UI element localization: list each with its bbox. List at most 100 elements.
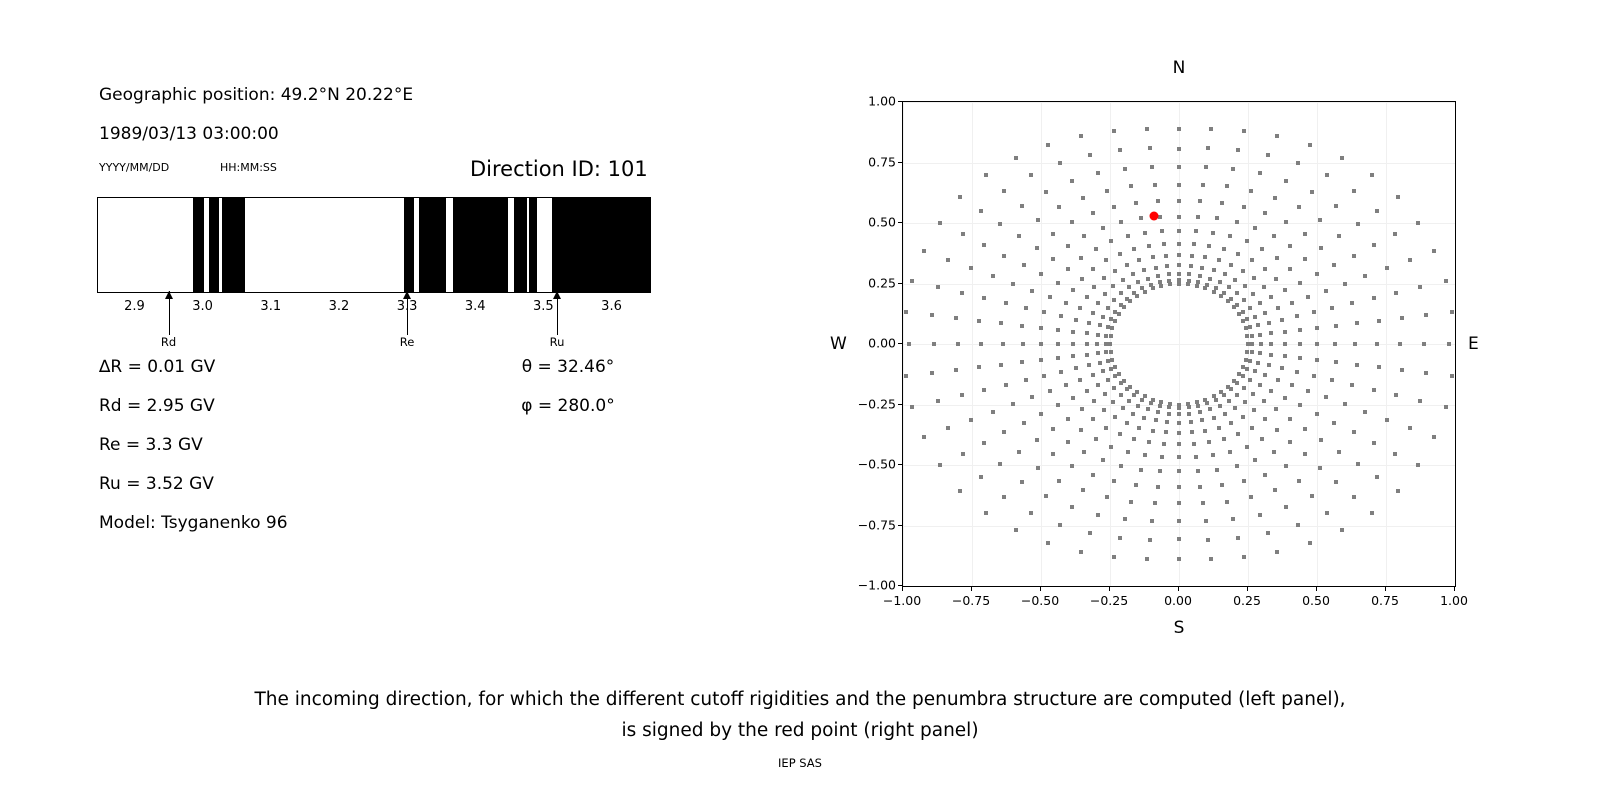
direction-dot xyxy=(1069,178,1074,183)
direction-dot xyxy=(1109,366,1114,371)
direction-dot xyxy=(1275,133,1280,138)
direction-dot xyxy=(1207,440,1212,445)
rigidity-marker-label: Rd xyxy=(160,335,177,349)
direction-dot xyxy=(1319,437,1324,442)
direction-dot xyxy=(1150,518,1155,523)
direction-dot xyxy=(1065,439,1070,444)
direction-dot xyxy=(1273,488,1278,493)
direction-dot xyxy=(959,290,964,295)
direction-dot xyxy=(1450,310,1455,315)
direction-dot xyxy=(1233,277,1238,282)
direction-dot xyxy=(1104,350,1109,355)
direction-dot xyxy=(1302,257,1307,262)
direction-dot xyxy=(1167,278,1172,283)
y-axis-tick-label: 0.75 xyxy=(868,154,896,169)
direction-dot xyxy=(1282,354,1287,359)
direction-dot xyxy=(1117,148,1122,153)
parameter-value: Model: Tsyganenko 96 xyxy=(99,513,288,533)
direction-dot xyxy=(1351,253,1356,258)
direction-dot xyxy=(1431,434,1436,439)
direction-dot xyxy=(1136,403,1141,408)
direction-dot xyxy=(1119,291,1124,296)
penumbra-forbidden-band xyxy=(551,198,650,292)
direction-dot xyxy=(903,310,908,315)
direction-dot xyxy=(1209,126,1214,131)
direction-dot xyxy=(1243,357,1248,362)
direction-dot xyxy=(1101,407,1106,412)
gridline-horizontal xyxy=(903,586,1455,587)
direction-dot xyxy=(1213,286,1218,291)
direction-dot xyxy=(1117,311,1122,316)
direction-dot xyxy=(1122,378,1127,383)
gridline-horizontal xyxy=(903,102,1455,103)
direction-dot xyxy=(1314,411,1319,416)
direction-dot xyxy=(1266,320,1271,325)
direction-dot xyxy=(1269,331,1274,336)
y-axis-tick-mark xyxy=(898,585,902,586)
direction-dot xyxy=(1203,518,1208,523)
direction-dot xyxy=(1260,437,1265,442)
direction-dot xyxy=(1376,365,1381,370)
direction-dot xyxy=(1112,385,1117,390)
direction-dot xyxy=(1120,277,1125,282)
direction-dot xyxy=(1090,373,1095,378)
direction-dot xyxy=(1188,263,1193,268)
direction-dot xyxy=(1073,366,1078,371)
direction-dot xyxy=(1211,289,1216,294)
x-axis-tick-label: −1.00 xyxy=(882,593,922,608)
direction-dot xyxy=(1226,398,1231,403)
direction-dot xyxy=(1252,314,1257,319)
direction-dot xyxy=(1113,374,1118,379)
direction-dot xyxy=(1158,403,1163,408)
direction-dot xyxy=(1097,323,1102,328)
direction-dot xyxy=(1056,342,1061,346)
direction-dot xyxy=(1295,369,1300,374)
direction-dot xyxy=(1177,420,1181,425)
direction-dot xyxy=(1177,412,1181,417)
direction-dot xyxy=(1196,469,1201,474)
direction-dot xyxy=(1252,369,1257,374)
direction-dot xyxy=(1087,320,1092,325)
direction-dot xyxy=(1242,399,1247,404)
direction-dot xyxy=(1206,537,1211,542)
direction-dot xyxy=(1240,374,1245,379)
compass-south-label: S xyxy=(1173,618,1185,638)
penumbra-forbidden-band xyxy=(222,198,245,292)
direction-dot xyxy=(1002,495,1007,500)
direction-dot xyxy=(1177,228,1181,233)
direction-dot xyxy=(954,367,959,372)
direction-dot xyxy=(1078,306,1083,311)
direction-dot xyxy=(1124,421,1129,426)
direction-dot xyxy=(1241,204,1246,209)
direction-dot xyxy=(1193,454,1198,459)
direction-dot xyxy=(1101,276,1106,281)
direction-dot xyxy=(935,285,940,290)
direction-dot xyxy=(1150,428,1155,433)
direction-dot xyxy=(1261,398,1266,403)
direction-dot xyxy=(1042,373,1047,378)
direction-dot xyxy=(1146,276,1151,281)
direction-dot xyxy=(1336,449,1341,454)
direction-dot xyxy=(1029,510,1034,515)
direction-dot xyxy=(999,321,1004,326)
direction-dot xyxy=(1220,483,1225,487)
direction-dot xyxy=(1213,397,1218,402)
parameter-value: Ru = 3.52 GV xyxy=(99,474,214,494)
direction-dot xyxy=(1019,479,1024,484)
penumbra-axis: 2.9 3.0 3.1 3.2 3.3 3.4 3.5 3.6 Rd Re Ru xyxy=(97,291,651,349)
direction-dot xyxy=(1133,200,1138,205)
direction-dot xyxy=(1275,550,1280,555)
direction-dot xyxy=(1443,404,1448,409)
direction-dot xyxy=(1066,267,1071,272)
direction-dot xyxy=(1051,426,1056,431)
direction-dot xyxy=(1177,263,1181,268)
direction-dot xyxy=(1112,415,1117,420)
direction-dot xyxy=(1045,541,1050,546)
direction-dot xyxy=(1416,221,1421,225)
direction-dot xyxy=(1158,280,1163,285)
direction-dot xyxy=(1269,295,1274,300)
direction-dot xyxy=(1038,326,1043,331)
y-axis-tick-mark xyxy=(898,403,902,405)
x-axis-tick-label: 0.50 xyxy=(1302,593,1330,608)
direction-dot xyxy=(1250,425,1255,430)
